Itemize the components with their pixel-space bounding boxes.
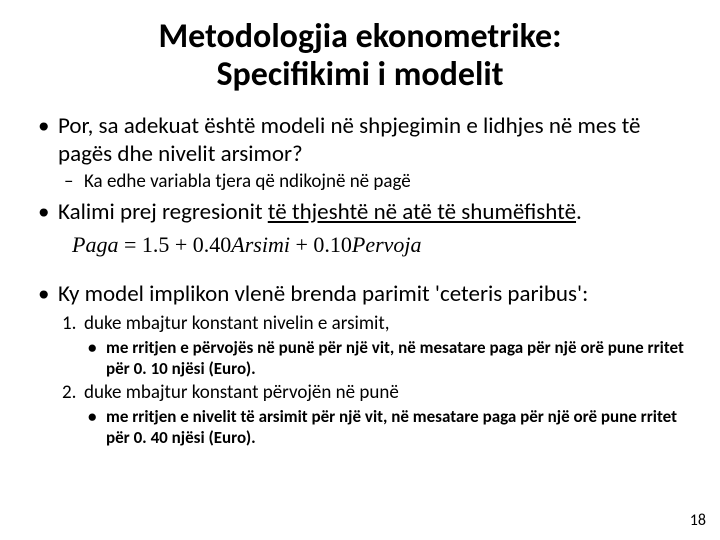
eq-plus-2: + [290, 232, 313, 257]
slide-title: Metodologjia ekonometrike: Specifikimi i… [34, 18, 686, 94]
bullet-1-sub-1: Ka edhe variabla tjera që ndikojnë në pa… [58, 170, 686, 194]
bullet-2-underlined: të thjeshtë në atë të shumëfishtë [268, 198, 576, 226]
bullet-2-post: . [576, 198, 582, 226]
title-line-1: Metodologjia ekonometrike: [34, 18, 686, 56]
bullet-3-numlist: duke mbajtur konstant nivelin e arsimit,… [58, 312, 686, 448]
bullet-3-num-1-text: duke mbajtur konstant nivelin e arsimit, [84, 312, 390, 335]
slide: Metodologjia ekonometrike: Specifikimi i… [0, 0, 720, 540]
eq-equals: = [118, 232, 141, 257]
bullet-3-text: Ky model implikon vlenë brenda parimit '… [58, 280, 588, 308]
bullet-3-num-2-text: duke mbajtur konstant përvojën në punë [84, 381, 399, 404]
title-line-2: Specifikimi i modelit [34, 56, 686, 94]
bullet-list-2: Ky model implikon vlenë brenda parimit '… [34, 280, 686, 448]
bullet-1-text: Por, sa adekuat është modeli në shpjegim… [58, 112, 640, 168]
bullet-3-num-2: duke mbajtur konstant përvojën në punë m… [58, 381, 686, 448]
bullet-3-num-1-sub: me rritjen e përvojës në punë për një vi… [84, 338, 686, 379]
eq-v1: Arsimi [231, 232, 290, 257]
bullet-2: Kalimi prej regresionit të thjeshtë në a… [34, 198, 686, 226]
bullet-1: Por, sa adekuat është modeli në shpjegim… [34, 112, 686, 194]
eq-v2: Pervoja [352, 232, 422, 257]
eq-c2: 0.10 [313, 232, 352, 257]
bullet-3-num-1: duke mbajtur konstant nivelin e arsimit,… [58, 312, 686, 379]
bullet-2-pre: Kalimi prej regresionit [58, 198, 268, 226]
eq-c0: 1.5 [142, 232, 170, 257]
bullet-3-num-2-sub: me rritjen e nivelit të arsimit për një … [84, 407, 686, 448]
bullet-3-num-1-sublist: me rritjen e përvojës në punë për një vi… [84, 338, 686, 379]
page-number: 18 [690, 511, 706, 530]
eq-c1: 0.40 [193, 232, 232, 257]
bullet-3-num-2-sublist: me rritjen e nivelit të arsimit për një … [84, 407, 686, 448]
bullet-3: Ky model implikon vlenë brenda parimit '… [34, 280, 686, 448]
bullet-list: Por, sa adekuat është modeli në shpjegim… [34, 112, 686, 226]
eq-plus-1: + [169, 232, 192, 257]
equation: Paga = 1.5 + 0.40Arsimi + 0.10Pervoja [72, 232, 686, 258]
eq-lhs: Paga [72, 232, 118, 257]
bullet-1-sublist: Ka edhe variabla tjera që ndikojnë në pa… [58, 170, 686, 194]
